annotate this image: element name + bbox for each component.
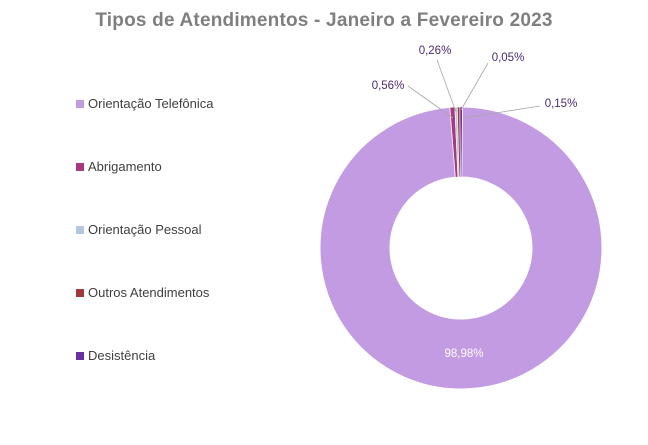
legend-item: Desistência — [76, 348, 155, 363]
data-label: 0,05% — [492, 52, 525, 64]
legend-swatch — [76, 289, 84, 297]
legend-swatch — [76, 226, 84, 234]
leader-line — [463, 105, 541, 119]
legend-swatch — [76, 352, 84, 360]
legend-label: Desistência — [88, 348, 156, 363]
data-label: 0,26% — [419, 45, 452, 57]
legend-label: Outros Atendimentos — [88, 285, 210, 300]
legend-swatch — [76, 163, 84, 171]
slice-orienta-o-telef-nica — [319, 106, 603, 390]
legend-item: Abrigamento — [76, 159, 162, 174]
legend-item: Orientação Pessoal — [76, 222, 201, 237]
data-label: 98,98% — [444, 348, 483, 360]
chart-title: Tipos de Atendimentos - Janeiro a Fevere… — [95, 10, 553, 31]
leader-line — [407, 85, 454, 119]
data-label: 0,15% — [545, 98, 578, 110]
legend-item: Outros Atendimentos — [76, 285, 209, 300]
legend-item: Orientação Telefônica — [76, 96, 214, 111]
leader-line — [436, 59, 457, 113]
data-label: 0,56% — [372, 80, 405, 92]
leader-line — [460, 62, 489, 111]
legend-swatch — [76, 100, 84, 108]
legend-label: Orientação Telefônica — [88, 96, 214, 111]
legend-label: Abrigamento — [88, 159, 162, 174]
slice-desist-ncia — [459, 106, 463, 178]
legend-label: Orientação Pessoal — [88, 222, 202, 237]
